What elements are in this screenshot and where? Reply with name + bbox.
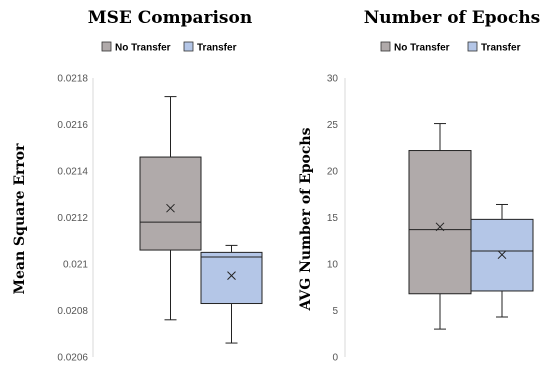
box-transfer [470, 203, 534, 318]
box-no-transfer [408, 123, 472, 330]
legend-label-no-transfer: No Transfer [115, 43, 171, 54]
mean-marker-b [166, 203, 175, 213]
legend-label-transfer: Transfer [197, 43, 237, 54]
y-tick-label: 25 [327, 120, 339, 131]
legend-swatch-transfer [467, 41, 478, 52]
legend-swatch-no-transfer [380, 41, 391, 52]
chart-title: Number of Epochs [364, 8, 540, 28]
mean-marker-b [435, 222, 445, 232]
y-tick-label: 15 [327, 213, 339, 224]
mean-marker-b [227, 271, 236, 280]
legend-swatch-no-transfer [101, 41, 112, 52]
chart-mse-comparison: MSE Comparison No Transfer Transfer Mean… [12, 8, 263, 364]
y-tick-label: 5 [332, 306, 338, 317]
y-axis-ticks: 0.0206 0.0208 0.021 0.0212 0.0214 0.0216 0.021… [57, 74, 88, 364]
legend-swatch-transfer [183, 41, 194, 52]
iqr-box [139, 156, 202, 251]
box-transfer [200, 244, 263, 344]
y-tick-label: 0.0214 [57, 167, 88, 178]
y-axis-label: Mean Square Error [12, 143, 28, 295]
y-axis-ticks: 0 5 10 15 20 25 30 [327, 74, 339, 364]
y-axis-label: AVG Number of Epochs [298, 127, 314, 311]
legend-label-no-transfer: No Transfer [394, 43, 450, 54]
y-tick-label: 0.0212 [57, 213, 88, 224]
legend: No Transfer Transfer [380, 41, 521, 54]
boxes [139, 96, 263, 344]
boxes [408, 123, 534, 330]
mean-marker-b [497, 250, 507, 260]
legend: No Transfer Transfer [101, 41, 237, 54]
y-tick-label: 0.0218 [57, 74, 88, 85]
chart-title: MSE Comparison [88, 8, 252, 28]
y-tick-label: 10 [327, 260, 339, 271]
y-tick-label: 0.021 [63, 260, 88, 271]
iqr-box [200, 251, 263, 305]
y-tick-label: 20 [327, 167, 339, 178]
y-tick-label: 0.0208 [57, 306, 88, 317]
box-no-transfer [139, 96, 202, 321]
y-tick-label: 30 [327, 74, 339, 85]
chart-number-of-epochs: Number of Epochs No Transfer Transfer AV… [298, 8, 540, 364]
y-tick-label: 0.0216 [57, 120, 88, 131]
iqr-box [408, 150, 472, 295]
y-tick-label: 0.0206 [57, 353, 88, 364]
legend-label-transfer: Transfer [481, 43, 521, 54]
y-tick-label: 0 [332, 353, 338, 364]
